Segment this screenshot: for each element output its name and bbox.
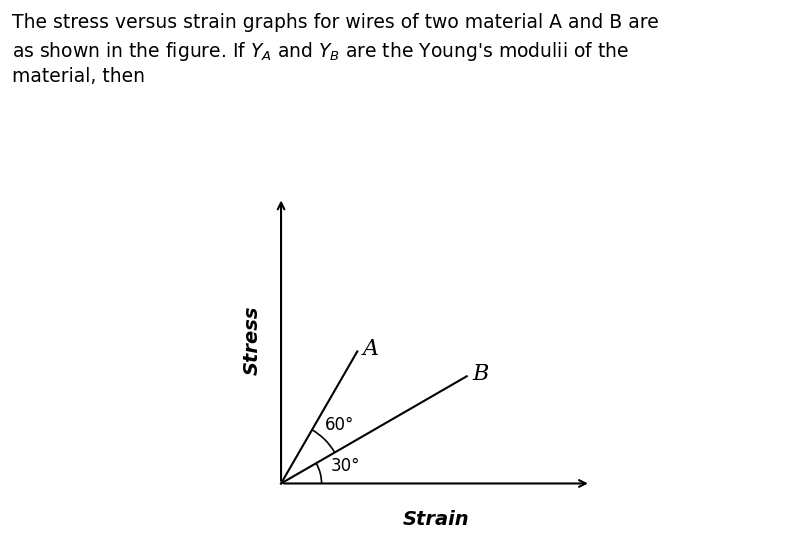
Text: Stress: Stress: [243, 306, 262, 375]
Text: as shown in the figure. If $Y_A$ and $Y_B$ are the Young's modulii of the: as shown in the figure. If $Y_A$ and $Y_…: [12, 40, 629, 63]
Text: material, then: material, then: [12, 67, 145, 86]
Text: A: A: [363, 338, 379, 360]
Text: 60°: 60°: [326, 415, 354, 434]
Text: The stress versus strain graphs for wires of two material A and B are: The stress versus strain graphs for wire…: [12, 13, 658, 33]
Text: Strain: Strain: [402, 509, 470, 529]
Text: B: B: [473, 363, 489, 385]
Text: 30°: 30°: [330, 457, 360, 475]
